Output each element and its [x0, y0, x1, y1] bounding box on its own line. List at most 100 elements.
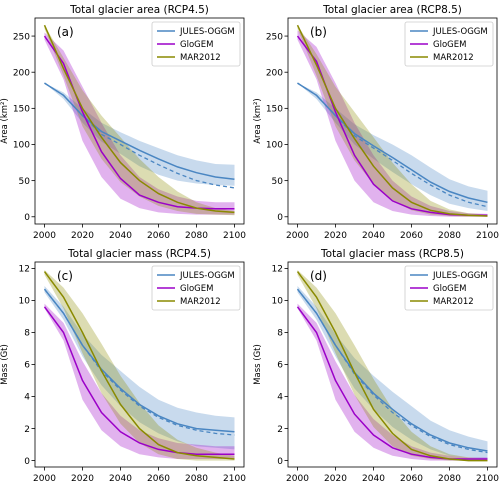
y-tick-label: 8: [24, 329, 30, 339]
y-tick-label: 200: [13, 68, 30, 78]
uncertainty-band-1: [297, 83, 488, 211]
series-line-1: [43, 288, 235, 433]
y-axis-label: Mass (Gt): [0, 344, 10, 385]
y-tick-label: 4: [277, 393, 283, 403]
uncertainty-band-2: [297, 303, 488, 461]
series-line-3: [296, 271, 488, 462]
plot-area: [43, 270, 235, 461]
plot-area: [296, 270, 488, 462]
y-tick-label: 2: [24, 425, 30, 435]
series-line-1: [297, 82, 488, 204]
x-tick-label: 2020: [71, 474, 94, 484]
y-tick-label: 100: [266, 141, 283, 151]
y-tick-label: 10: [272, 297, 284, 307]
x-tick-label: 2080: [438, 231, 461, 241]
x-tick-label: 2040: [109, 474, 132, 484]
x-tick-label: 2100: [223, 474, 246, 484]
panel-title: Total glacier mass (RCP4.5): [67, 248, 211, 260]
y-tick-label: 50: [272, 177, 284, 187]
y-axis-label: Mass (Gt): [253, 344, 263, 385]
x-tick-label: 2000: [286, 231, 309, 241]
panel-title: Total glacier area (RCP4.5): [69, 4, 209, 16]
y-tick-label: 250: [266, 32, 283, 42]
x-tick-label: 2100: [223, 231, 246, 241]
y-tick-label: 6: [277, 361, 283, 371]
y-tick-label: 250: [13, 32, 30, 42]
x-tick-label: 2020: [324, 231, 347, 241]
axes-frame: [34, 17, 245, 225]
series-dashed-line-1: [296, 288, 488, 454]
panel-1: 2000 2020 2040 2060 2080 2100 0 50 100 150 200 250 T…: [0, 4, 246, 241]
plot-area: [43, 24, 235, 216]
legend-label-3: MAR2012: [180, 297, 221, 307]
x-tick-label: 2040: [362, 474, 385, 484]
legend-box: [151, 21, 241, 67]
uncertainty-band-1: [297, 286, 488, 459]
x-tick-label: 2000: [33, 231, 56, 241]
x-tick-label: 2060: [400, 474, 423, 484]
y-tick-label: 12: [19, 265, 30, 275]
legend-label-2: GloGEM: [180, 40, 213, 50]
panel-label: (d): [310, 269, 327, 283]
panel-2: 2000 2020 2040 2060 2080 2100 0 50 100 150 200 250 T…: [253, 4, 499, 241]
series-dashed-line-1: [297, 82, 488, 208]
series-dashed-line-1: [43, 288, 235, 436]
x-tick-label: 2000: [33, 474, 56, 484]
x-tick-label: 2040: [362, 231, 385, 241]
y-tick-label: 0: [24, 457, 30, 467]
panel-title: Total glacier mass (RCP8.5): [320, 248, 464, 260]
x-tick-label: 2100: [476, 231, 499, 241]
y-tick-label: 150: [13, 105, 30, 115]
series-dashed-line-1: [44, 82, 235, 189]
uncertainty-band-2: [44, 32, 235, 215]
legend: JULES-OGGM GloGEM MAR2012: [151, 21, 241, 67]
y-axis-label: Area (km²): [0, 98, 10, 144]
legend-label-3: MAR2012: [433, 297, 474, 307]
uncertainty-band-3: [297, 25, 488, 217]
legend: JULES-OGGM GloGEM MAR2012: [404, 265, 494, 311]
x-tick-label: 2000: [286, 474, 309, 484]
legend-box: [151, 265, 241, 311]
uncertainty-band-2: [297, 30, 488, 217]
legend-label-1: JULES-OGGM: [432, 271, 488, 281]
legend-label-2: GloGEM: [433, 40, 466, 50]
legend-label-2: GloGEM: [180, 284, 213, 294]
x-tick-label: 2060: [147, 474, 170, 484]
legend-label-1: JULES-OGGM: [179, 271, 235, 281]
x-tick-label: 2040: [109, 231, 132, 241]
series-line-2: [43, 306, 235, 455]
axes-frame: [287, 17, 498, 225]
panel-label: (b): [310, 25, 327, 39]
legend-label-1: JULES-OGGM: [432, 27, 488, 37]
uncertainty-band-3: [297, 270, 488, 461]
x-tick-label: 2060: [400, 231, 423, 241]
legend-label-2: GloGEM: [433, 284, 466, 294]
legend-label-3: MAR2012: [180, 53, 221, 63]
x-tick-label: 2020: [71, 231, 94, 241]
plot-area: [296, 24, 488, 217]
y-tick-label: 150: [266, 105, 283, 115]
series-line-3: [43, 24, 235, 214]
y-axis-label: Area (km²): [253, 98, 263, 144]
legend-label-3: MAR2012: [433, 53, 474, 63]
series-line-1: [296, 288, 488, 452]
x-tick-label: 2100: [476, 474, 499, 484]
y-tick-label: 0: [24, 213, 30, 223]
series-line-1: [44, 82, 235, 180]
y-tick-label: 12: [272, 265, 283, 275]
legend: JULES-OGGM GloGEM MAR2012: [151, 265, 241, 311]
panel-3: 2000 2020 2040 2060 2080 2100 0 2 4 6 8 10 12 Total g…: [0, 248, 246, 484]
legend: JULES-OGGM GloGEM MAR2012: [404, 21, 494, 67]
panel-4: 2000 2020 2040 2060 2080 2100 0 2 4 6 8 10 12 Total g…: [253, 248, 499, 484]
panel-title: Total glacier area (RCP8.5): [322, 4, 462, 16]
y-tick-label: 200: [266, 68, 283, 78]
y-tick-label: 4: [24, 393, 30, 403]
y-tick-label: 8: [277, 329, 283, 339]
panel-label: (a): [57, 25, 74, 39]
x-tick-label: 2020: [324, 474, 347, 484]
x-tick-label: 2080: [185, 231, 208, 241]
y-tick-label: 2: [277, 425, 283, 435]
y-tick-label: 0: [277, 457, 283, 467]
legend-label-1: JULES-OGGM: [179, 27, 235, 37]
